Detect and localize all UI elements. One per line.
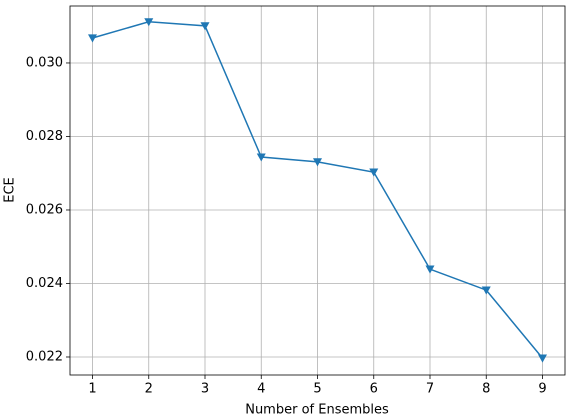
x-tick-label: 4	[257, 382, 265, 397]
x-tick-label: 6	[370, 382, 378, 397]
y-tick-label: 0.024	[26, 276, 63, 291]
y-tick-label: 0.026	[26, 202, 63, 217]
y-tick-label: 0.030	[26, 55, 63, 70]
x-tick-label: 2	[145, 382, 153, 397]
marker	[481, 286, 491, 295]
x-tick-label: 7	[426, 382, 434, 397]
marker	[88, 34, 97, 43]
x-tick-label: 5	[313, 382, 321, 397]
x-tick-label: 9	[538, 382, 546, 397]
x-tick-label: 8	[482, 382, 490, 397]
marker	[200, 22, 210, 31]
marker	[369, 168, 379, 177]
marker	[256, 153, 266, 162]
x-tick-label: 3	[201, 382, 209, 397]
marker	[538, 354, 547, 363]
y-tick-label: 0.028	[26, 129, 63, 144]
marker	[144, 18, 154, 27]
x-axis-label: Number of Ensembles	[245, 403, 389, 418]
y-axis-label: ECE	[3, 177, 18, 203]
marker	[313, 158, 322, 167]
x-tick-label: 1	[88, 382, 96, 397]
y-tick-label: 0.022	[26, 349, 63, 364]
plot-frame	[69, 5, 566, 376]
marker	[425, 265, 435, 274]
